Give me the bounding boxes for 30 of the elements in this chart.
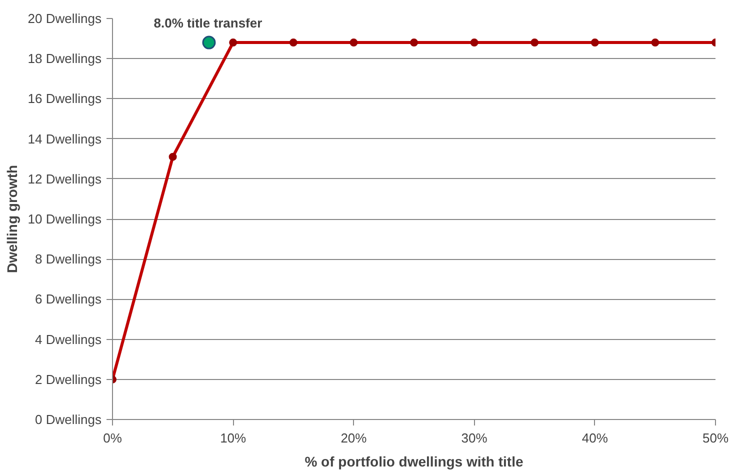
- x-tick-label: 40%: [582, 430, 608, 446]
- y-tick-label: 6 Dwellings: [35, 292, 102, 307]
- y-tick-label: 10 Dwellings: [28, 212, 102, 226]
- point: [651, 38, 660, 47]
- y-tick-label: 20 Dwellings: [28, 11, 102, 26]
- point: [289, 38, 298, 47]
- point: [470, 38, 478, 47]
- y-tick-label: 4 Dwellings: [35, 332, 102, 347]
- y-tick-label: 8 Dwellings: [35, 252, 102, 267]
- y-tick-label: 2 Dwellings: [35, 372, 102, 387]
- y-tick-label: 12 Dwellings: [28, 171, 102, 186]
- point: [530, 38, 539, 47]
- y-tick-label: 14 Dwellings: [28, 131, 102, 146]
- point: [350, 38, 358, 47]
- y-tick-label: 0 Dwellings: [35, 412, 102, 427]
- x-tick-label: 20%: [340, 430, 368, 446]
- annotation: 8.0% title transfer: [154, 16, 262, 31]
- x-tick-label: 10%: [220, 430, 247, 446]
- y-tick-label: 18 Dwellings: [28, 51, 102, 66]
- point: [410, 38, 418, 47]
- point: [590, 38, 599, 47]
- x-tick-label: 0%: [103, 430, 122, 446]
- y-axis-title: Dwelling growth: [4, 164, 20, 274]
- x-tick-label: 30%: [461, 430, 488, 446]
- x-tick-label: 50%: [702, 430, 729, 446]
- point: [229, 38, 238, 47]
- point: [168, 152, 177, 161]
- y-tick-label: 16 Dwellings: [28, 91, 102, 106]
- x-axis-title: % of portfolio dwellings with title: [304, 454, 524, 470]
- point: [202, 36, 216, 50]
